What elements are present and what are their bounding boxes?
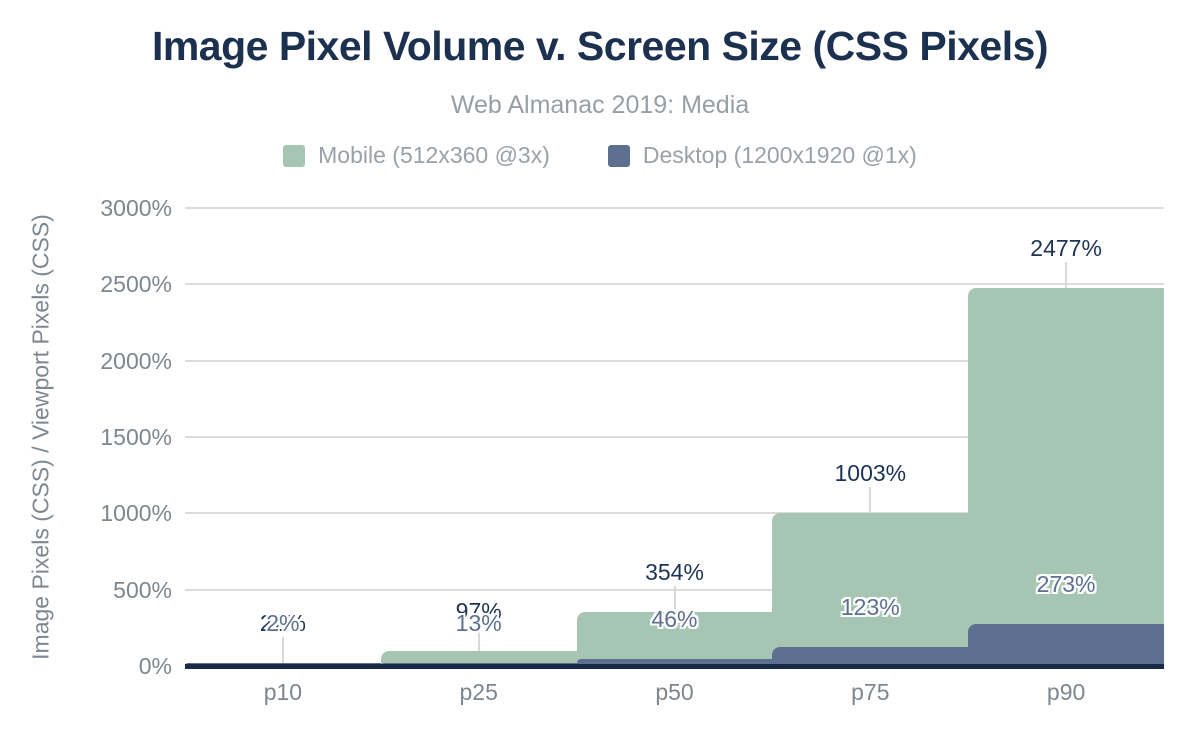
mobile-step-p50 (576, 611, 773, 666)
label-leader-line-p10 (281, 636, 284, 663)
chart-subtitle: Web Almanac 2019: Media (450, 91, 750, 119)
gridline-2000 (185, 359, 1164, 362)
mobile-swatch-icon (283, 144, 306, 167)
x-tick-label-p75: p75 (851, 679, 890, 705)
desktop-data-label-p75: 123% (840, 594, 900, 621)
x-tick-label-p10: p10 (263, 679, 303, 705)
y-tick-label-3000: 3000% (100, 195, 172, 221)
mobile-data-label-p10: 22% (259, 609, 306, 636)
mobile-data-label-p25: 97% (455, 598, 502, 625)
x-tick-label-p90: p90 (1046, 679, 1086, 705)
legend-label-desktop: Desktop (1200x1920 @1x) (642, 142, 917, 168)
desktop-data-label-p90: 273% (1036, 571, 1096, 598)
x-tick-label-p50: p50 (655, 679, 694, 705)
label-leader-line-p50 (673, 585, 676, 612)
y-tick-label-0: 0% (138, 653, 172, 679)
desktop-data-label-p10: 2% (266, 610, 300, 636)
mobile-data-label-p90: 2477% (1030, 234, 1102, 261)
desktop-step-p50 (576, 658, 773, 666)
x-tick-label-p25: p25 (459, 679, 498, 705)
y-tick-label-1000: 1000% (100, 500, 172, 527)
y-tick-label-1500: 1500% (100, 424, 172, 450)
mobile-data-label-p75: 1003% (834, 459, 907, 486)
label-leader-line-p25 (477, 625, 480, 652)
y-axis-title: Image Pixels (CSS) / Viewport Pixels (CS… (27, 214, 54, 660)
desktop-step-p75 (772, 647, 969, 666)
legend-label-mobile: Mobile (512x360 @3x) (318, 142, 550, 168)
mobile-step-p75 (772, 512, 969, 666)
x-axis-line (185, 664, 1164, 669)
label-leader-line-p90 (1065, 261, 1068, 288)
desktop-data-label-p25: 13% (455, 610, 502, 636)
legend-item-desktop: Desktop (1200x1920 @1x) (607, 142, 917, 169)
gridline-2500 (185, 283, 1164, 286)
gridline-3000 (185, 207, 1164, 209)
mobile-data-label-p50: 354% (645, 558, 704, 585)
label-leader-line-p75 (869, 486, 872, 513)
desktop-data-label-p50: 46% (651, 605, 698, 632)
y-tick-label-2500: 2500% (100, 271, 172, 298)
chart-title: Image Pixel Volume v. Screen Size (CSS P… (151, 23, 1049, 69)
legend-item-mobile: Mobile (512x360 @3x) (283, 142, 550, 169)
y-tick-label-2000: 2000% (100, 347, 172, 374)
gridline-1000 (185, 512, 1164, 515)
plot-area: 0% 500% 1000% 1500% 2000% 2500% 3000% 22% 97% 354… (100, 196, 1165, 705)
mobile-step-p90 (968, 287, 1165, 666)
mobile-step-p25 (380, 651, 578, 666)
desktop-step-p90 (968, 624, 1165, 666)
chart-legend: Mobile (512x360 @3x) Desktop (1200x1920 … (0, 142, 1200, 169)
desktop-swatch-icon (607, 144, 630, 167)
gridline-1500 (185, 436, 1164, 438)
y-tick-label-500: 500% (113, 576, 172, 603)
